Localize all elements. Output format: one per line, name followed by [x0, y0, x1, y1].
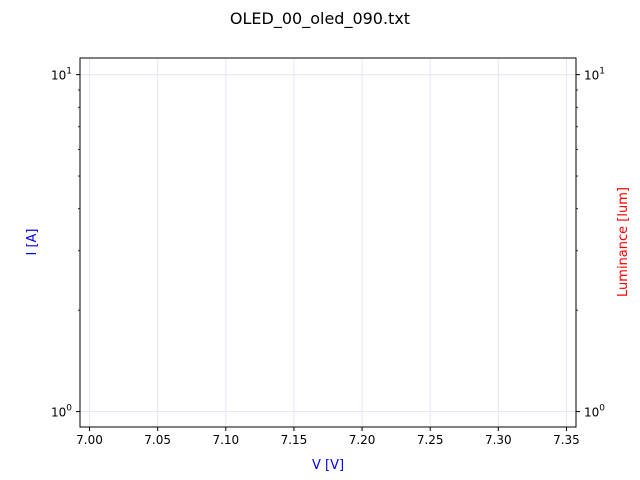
grid	[80, 58, 576, 427]
y-tick-label: 100	[51, 404, 72, 420]
y2-axis-label: Luminance [lum]	[616, 187, 631, 297]
plot-frame	[79, 57, 577, 428]
x-tick-label: 7.20	[349, 433, 376, 447]
x-tick-label: 7.15	[281, 433, 308, 447]
x-tick-label: 7.25	[417, 433, 444, 447]
x-tick-label: 7.30	[485, 433, 512, 447]
y2-tick-label: 101	[584, 67, 605, 83]
x-tick-label: 7.05	[144, 433, 171, 447]
chart-title: OLED_00_oled_090.txt	[230, 9, 410, 29]
x-tick-label: 7.10	[212, 433, 239, 447]
y-tick-label: 101	[51, 67, 72, 83]
x-axis-label: V [V]	[312, 458, 344, 473]
axis-ticks: 7.00 7.05 7.10 7.15 7.20 7.25 7.30 7.35 100 100 10…	[51, 67, 605, 447]
y-axis-label: I [A]	[25, 228, 40, 255]
y2-tick-label: 100	[584, 404, 605, 420]
x-tick-label: 7.35	[553, 433, 580, 447]
x-tick-label: 7.00	[76, 433, 103, 447]
